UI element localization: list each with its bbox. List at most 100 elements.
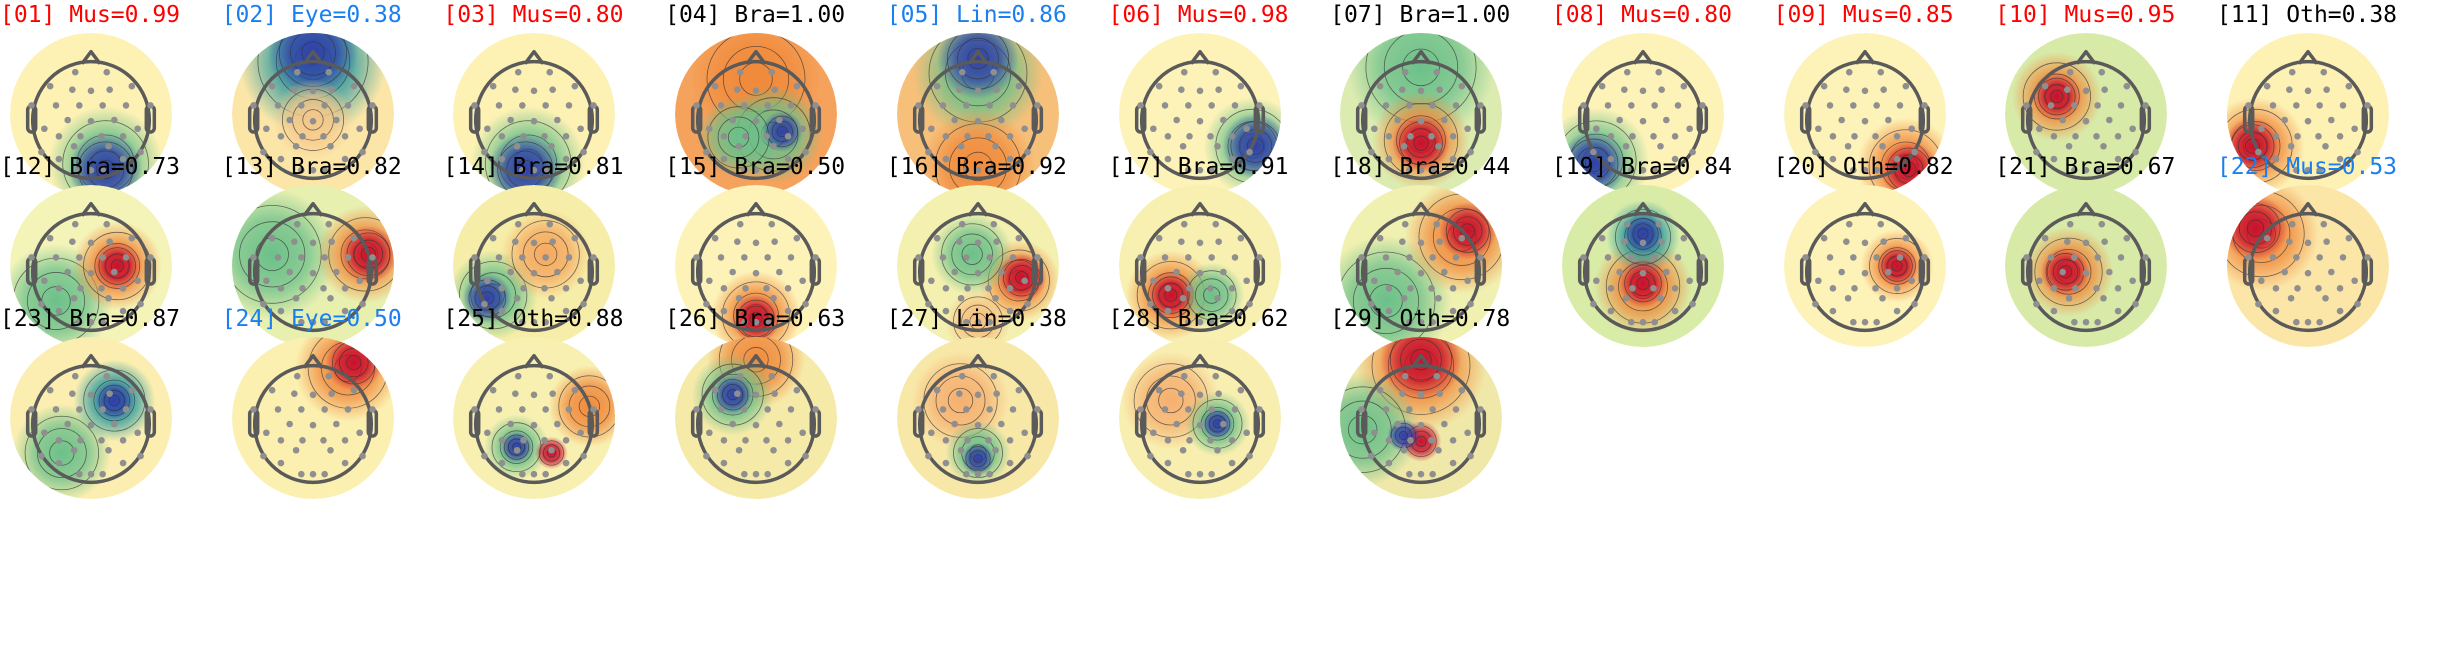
contour-line	[1371, 337, 1471, 415]
electrode-marker	[297, 406, 305, 413]
component-classification: Mus=0.80	[1621, 2, 1732, 28]
electrode-marker	[507, 420, 515, 428]
electrode-marker	[119, 155, 127, 163]
electrode-marker	[1385, 133, 1393, 140]
electrode-marker	[515, 68, 522, 76]
electrode-marker	[1861, 239, 1868, 247]
electrode-marker	[471, 254, 479, 261]
electrode-marker	[1877, 68, 1884, 76]
electrode-marker	[77, 437, 84, 444]
electrode-marker	[368, 102, 376, 109]
component-classification: Oth=0.38	[2286, 2, 2398, 28]
contour-line	[1340, 251, 1436, 347]
contour-line	[497, 141, 554, 195]
electrode-marker	[1436, 238, 1444, 245]
electrode-marker	[1358, 254, 1366, 261]
electrode-marker	[2123, 234, 2131, 242]
electrode-marker	[974, 117, 982, 125]
electrode-marker	[531, 87, 538, 95]
electrode-marker	[2345, 82, 2353, 90]
electrode-marker	[717, 406, 725, 413]
electrode-marker	[1435, 446, 1442, 454]
activation-blob	[936, 33, 1019, 100]
electrode-marker	[1180, 68, 1188, 76]
component-index: [05]	[886, 2, 943, 28]
contour-line	[1891, 260, 1903, 272]
electrode-marker	[1829, 133, 1836, 140]
contour-line	[961, 243, 983, 265]
activation-blob	[712, 374, 754, 416]
electrode-marker	[2336, 285, 2344, 292]
electrode-marker	[99, 470, 106, 478]
electrode-marker	[2106, 116, 2113, 124]
electrode-marker	[1820, 234, 1828, 242]
electrode-marker	[326, 446, 334, 454]
electrode-marker	[1006, 437, 1014, 444]
head-outline	[2242, 201, 2374, 333]
electrode-marker	[1861, 87, 1868, 95]
electrode-marker	[122, 102, 130, 109]
contour-line	[83, 231, 152, 301]
electrode-marker	[128, 386, 136, 394]
electrode-marker	[1433, 68, 1441, 76]
scalp-topomap	[675, 185, 838, 347]
contour-line	[302, 109, 324, 131]
component-index: [18]	[1330, 154, 1386, 180]
electrode-marker	[542, 470, 550, 478]
electrode-marker	[277, 459, 284, 467]
electrode-marker	[134, 277, 141, 285]
electrode-marker	[1449, 155, 1457, 163]
electrode-marker	[119, 133, 127, 140]
electrode-marker	[259, 300, 267, 308]
electrode-marker	[514, 142, 521, 150]
contour-line	[301, 41, 325, 65]
electrode-marker	[507, 268, 515, 276]
electrode-marker	[519, 318, 527, 326]
component-cell: [13] Bra=0.82	[222, 154, 444, 347]
electrode-marker	[563, 307, 570, 315]
electrode-marker	[1592, 125, 1600, 133]
electrode-marker	[1651, 102, 1658, 109]
electrode-marker	[2269, 254, 2277, 261]
component-cell: [21] Bra=0.67	[1995, 154, 2217, 347]
electrode-marker	[1164, 285, 1171, 292]
electrode-marker	[2288, 68, 2296, 76]
electrode-marker	[1382, 406, 1390, 413]
electrode-marker	[1015, 386, 1022, 394]
electrode-marker	[1871, 285, 1879, 292]
component-label: [09] Mus=0.85	[1774, 2, 1954, 28]
contour-line	[504, 434, 530, 460]
electrode-marker	[1184, 166, 1192, 174]
electrode-marker	[76, 470, 83, 478]
electrode-marker	[77, 285, 84, 292]
electrode-marker	[105, 294, 112, 302]
component-classification: Bra=1.00	[734, 2, 846, 28]
electrode-marker	[1245, 452, 1253, 460]
electrode-marker	[1402, 68, 1409, 76]
electrode-marker	[1849, 102, 1857, 109]
electrode-marker	[991, 142, 999, 150]
electrode-marker	[1385, 307, 1393, 315]
electrode-marker	[2293, 254, 2300, 261]
electrode-marker	[1399, 238, 1406, 245]
electrode-marker	[321, 166, 328, 174]
electrode-marker	[531, 391, 538, 399]
contour-line	[98, 384, 131, 417]
component-label: [29] Oth=0.78	[1330, 306, 1510, 332]
component-label: [05] Lin=0.86	[887, 2, 1067, 28]
electrode-marker	[974, 470, 982, 478]
electrode-marker	[321, 470, 328, 478]
electrode-marker	[1429, 406, 1437, 413]
electrode-marker	[309, 318, 316, 326]
contour-line	[1636, 276, 1650, 291]
electrode-marker	[787, 406, 795, 413]
electrode-marker	[542, 318, 550, 326]
component-label: [14] Bra=0.81	[443, 154, 623, 180]
electrode-marker	[1228, 459, 1235, 467]
electrode-marker	[986, 470, 993, 478]
electrode-marker	[1385, 459, 1393, 467]
electrode-marker	[2272, 133, 2280, 140]
scalp-topomap	[10, 185, 172, 347]
electrode-marker	[1406, 166, 1413, 174]
electrode-marker	[1429, 318, 1437, 326]
